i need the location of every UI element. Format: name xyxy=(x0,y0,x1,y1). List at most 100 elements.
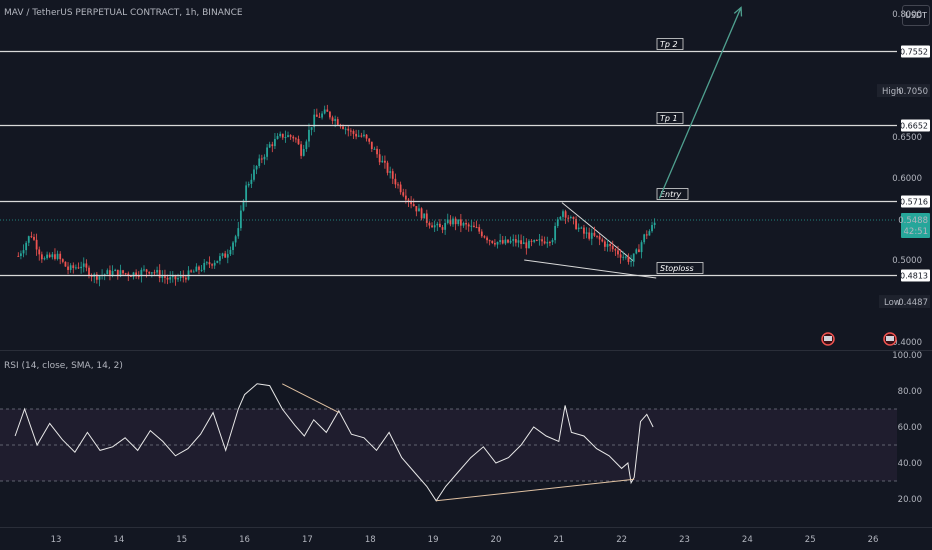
symbol-title: MAV / TetherUS PERPETUAL CONTRACT, 1h, B… xyxy=(4,8,243,18)
candle-body xyxy=(617,250,619,255)
level-label: Tp 1 xyxy=(660,114,678,123)
time-tick-label: 14 xyxy=(113,535,124,545)
candle-body xyxy=(200,269,203,271)
level-label-box xyxy=(656,112,684,124)
candle-body xyxy=(585,232,588,234)
candle-body xyxy=(598,236,601,240)
candle-body xyxy=(64,261,67,267)
wedge-lines[interactable] xyxy=(524,202,657,279)
candle-body xyxy=(546,242,549,244)
high-label: High xyxy=(882,87,902,97)
candle-body xyxy=(287,135,289,138)
candle-body xyxy=(457,219,460,225)
candle-body xyxy=(216,260,219,263)
candle-body xyxy=(630,261,632,263)
candle-body xyxy=(436,223,439,226)
candle-body xyxy=(648,231,651,236)
candle-body xyxy=(156,270,158,273)
candle-body xyxy=(326,109,329,112)
candle-body xyxy=(538,239,541,241)
candles xyxy=(17,104,656,287)
candle-body xyxy=(77,267,80,269)
candle-body xyxy=(242,200,245,211)
time-tick-label: 23 xyxy=(679,535,690,545)
candle-body xyxy=(596,235,598,237)
candle-body xyxy=(349,130,352,132)
candle-body xyxy=(567,217,570,219)
time-tick-label: 24 xyxy=(742,535,753,545)
candle-body xyxy=(59,253,62,260)
candle-body xyxy=(541,239,543,242)
candle-body xyxy=(313,114,316,128)
candle-body xyxy=(310,127,313,130)
rsi-series xyxy=(14,383,654,502)
level-lines[interactable]: Tp 2 Tp 1 Entry Stoploss xyxy=(0,38,897,277)
time-axis[interactable]: 13 14 15 16 17 18 19 20 21 22 23 24 25 26 xyxy=(51,535,879,545)
candle-body xyxy=(444,222,447,230)
candle-body xyxy=(119,270,122,277)
candle-body xyxy=(554,226,557,241)
level-price-tag-label: 0.5716 xyxy=(900,198,928,207)
level-label-box xyxy=(656,38,684,50)
candle-body xyxy=(504,239,507,244)
alert-icon[interactable] xyxy=(883,332,897,346)
rsi-axis[interactable]: 100.00 80.00 60.00 40.00 20.00 xyxy=(892,351,922,505)
candle-body xyxy=(394,178,397,185)
candle-body xyxy=(40,254,43,260)
candle-body xyxy=(75,267,77,269)
alert-icon[interactable] xyxy=(821,332,835,346)
candle-body xyxy=(522,242,525,245)
candle-body xyxy=(360,135,363,137)
time-tick-label: 18 xyxy=(365,535,376,545)
candle-body xyxy=(234,236,237,243)
candle-body xyxy=(30,236,33,238)
candle-body xyxy=(386,162,389,173)
level-price-tag xyxy=(901,45,930,58)
target-arrow[interactable] xyxy=(658,6,743,199)
candle-body xyxy=(135,272,138,277)
candle-body xyxy=(284,137,287,139)
rsi-tick-label: 40.00 xyxy=(898,459,922,469)
candle-body xyxy=(203,262,206,270)
candle-body xyxy=(153,272,156,274)
candle-body xyxy=(501,240,504,244)
candle-body xyxy=(569,216,572,218)
low-label: Low xyxy=(884,298,901,308)
candle-body xyxy=(407,199,410,201)
current-price-value: 0.5488 xyxy=(898,216,928,226)
candle-body xyxy=(95,274,98,280)
candle-body xyxy=(331,117,334,121)
time-tick-label: 20 xyxy=(491,535,502,545)
candle-body xyxy=(588,232,591,239)
candle-body xyxy=(308,129,310,142)
candle-body xyxy=(255,166,258,170)
low-tag-box xyxy=(879,295,930,309)
candle-body xyxy=(166,277,169,280)
level-price-tag xyxy=(901,195,930,208)
candle-body xyxy=(184,277,187,280)
candle-body xyxy=(614,249,617,251)
currency-button[interactable]: USDT xyxy=(902,5,930,26)
candle-body xyxy=(27,236,30,243)
time-tick-label: 15 xyxy=(176,535,187,545)
candle-body xyxy=(253,169,255,180)
candle-body xyxy=(449,219,452,225)
candle-body xyxy=(357,135,360,137)
candle-body xyxy=(556,219,559,227)
high-tag-box xyxy=(877,84,930,98)
time-tick-label: 26 xyxy=(868,535,879,545)
candle-body xyxy=(517,240,520,243)
candle-body xyxy=(467,224,470,227)
candle-body xyxy=(399,184,402,193)
rsi-tick-label: 20.00 xyxy=(898,495,922,505)
candle-body xyxy=(122,270,124,274)
high-value: 0.7050 xyxy=(898,87,928,97)
candle-body xyxy=(85,263,88,268)
candle-body xyxy=(276,136,279,140)
time-tick-label: 13 xyxy=(51,535,62,545)
candle-body xyxy=(190,270,193,272)
candle-body xyxy=(378,154,381,163)
candle-body xyxy=(88,267,90,276)
